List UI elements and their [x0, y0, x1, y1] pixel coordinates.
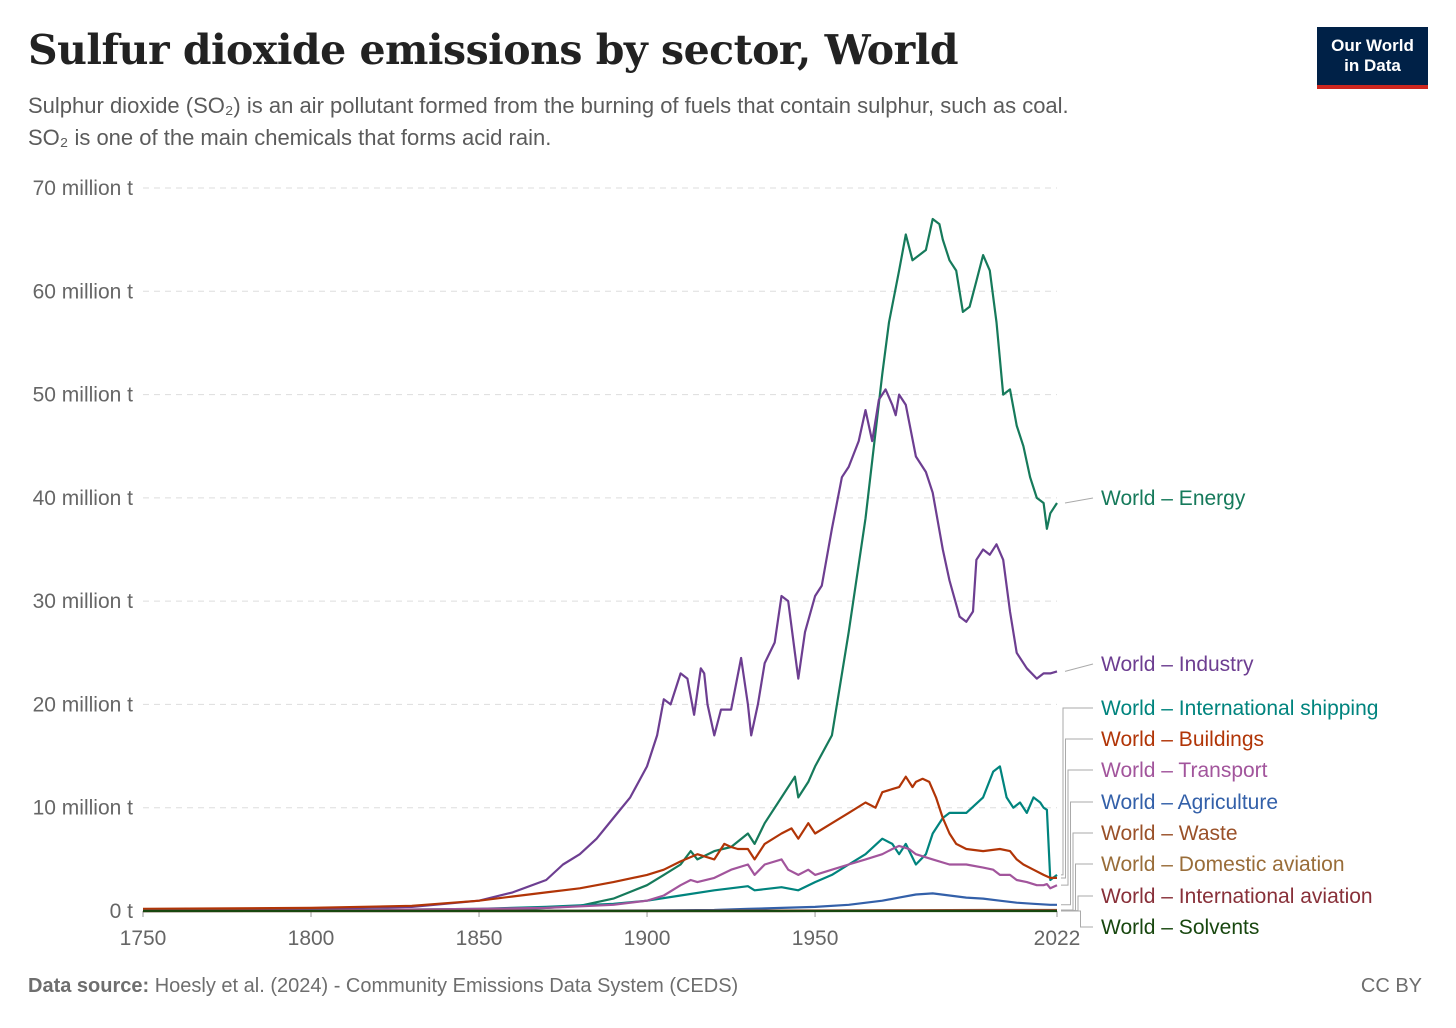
chart-subtitle: Sulphur dioxide (SO₂) is an air pollutan…	[28, 90, 1268, 154]
subtitle-line-2: SO₂ is one of the main chemicals that fo…	[28, 125, 552, 150]
label-connector	[1061, 910, 1093, 928]
y-tick-label: 30 million t	[33, 590, 134, 613]
y-tick-label: 10 million t	[33, 797, 134, 820]
x-tick-label: 1800	[288, 927, 335, 950]
series-label-10[interactable]: World – Solvents	[1101, 916, 1259, 939]
label-connector	[1061, 769, 1093, 886]
x-tick-label: 1750	[120, 927, 167, 950]
series-labels: World – Energy World – Industry World – In…	[1061, 487, 1378, 939]
series-line-1[interactable]	[142, 217, 1058, 912]
x-tick-label: 1850	[456, 927, 503, 950]
series-label-4[interactable]: World – Buildings	[1101, 728, 1264, 751]
license-link[interactable]: CC BY	[1360, 975, 1422, 997]
y-gridlines	[143, 187, 1057, 809]
label-connector	[1064, 497, 1094, 504]
y-tick-label: 70 million t	[33, 177, 134, 200]
series-line-4[interactable]	[142, 775, 1057, 910]
series-label-2[interactable]: World – Industry	[1101, 653, 1254, 676]
y-tick-label: 20 million t	[33, 693, 134, 716]
series-line-5[interactable]	[142, 844, 1058, 912]
series-label-1[interactable]: World – Energy	[1101, 487, 1246, 510]
y-tick-label: 50 million t	[33, 384, 134, 407]
x-axis: 1750 1800 1850 1900 1950 2022	[120, 910, 1081, 950]
series-line-3[interactable]	[142, 765, 1058, 912]
series-label-3[interactable]: World – International shipping	[1101, 697, 1378, 720]
y-tick-label: 0 t	[110, 900, 134, 923]
source-text[interactable]: Hoesly et al. (2024) - Community Emissio…	[154, 975, 739, 997]
series-label-7[interactable]: World – Waste	[1101, 822, 1238, 845]
y-tick-label: 60 million t	[33, 280, 134, 303]
series-label-6[interactable]: World – Agriculture	[1101, 791, 1278, 814]
y-tick-label: 40 million t	[33, 487, 134, 510]
label-connector	[1061, 801, 1093, 906]
x-tick-label: 2022	[1034, 927, 1081, 950]
our-world-in-data-logo[interactable]: Our World in Data	[1317, 27, 1428, 89]
label-connector	[1061, 738, 1093, 879]
chart-title: Sulfur dioxide emissions by sector, Worl…	[28, 26, 959, 74]
label-connector	[1064, 663, 1094, 672]
label-connector	[1061, 707, 1093, 876]
footer-source: Data source: Hoesly et al. (2024) - Comm…	[28, 975, 738, 998]
source-label: Data source:	[28, 975, 150, 997]
series-label-9[interactable]: World – International aviation	[1101, 885, 1373, 908]
series-label-8[interactable]: World – Domestic aviation	[1101, 853, 1345, 876]
label-connector	[1061, 895, 1093, 912]
series-lines	[142, 217, 1058, 913]
logo-line-1: Our World	[1331, 36, 1414, 55]
line-chart: 0 t 10 million t 20 million t 30 million t 4…	[33, 177, 1379, 950]
x-tick-label: 1900	[624, 927, 671, 950]
series-line-2[interactable]	[142, 388, 1058, 912]
series-label-5[interactable]: World – Transport	[1101, 759, 1268, 782]
y-axis-ticks: 0 t 10 million t 20 million t 30 million t 4…	[33, 177, 134, 923]
subtitle-line-1: Sulphur dioxide (SO₂) is an air pollutan…	[28, 93, 1069, 118]
x-tick-label: 1950	[792, 927, 839, 950]
logo-line-2: in Data	[1344, 56, 1401, 75]
